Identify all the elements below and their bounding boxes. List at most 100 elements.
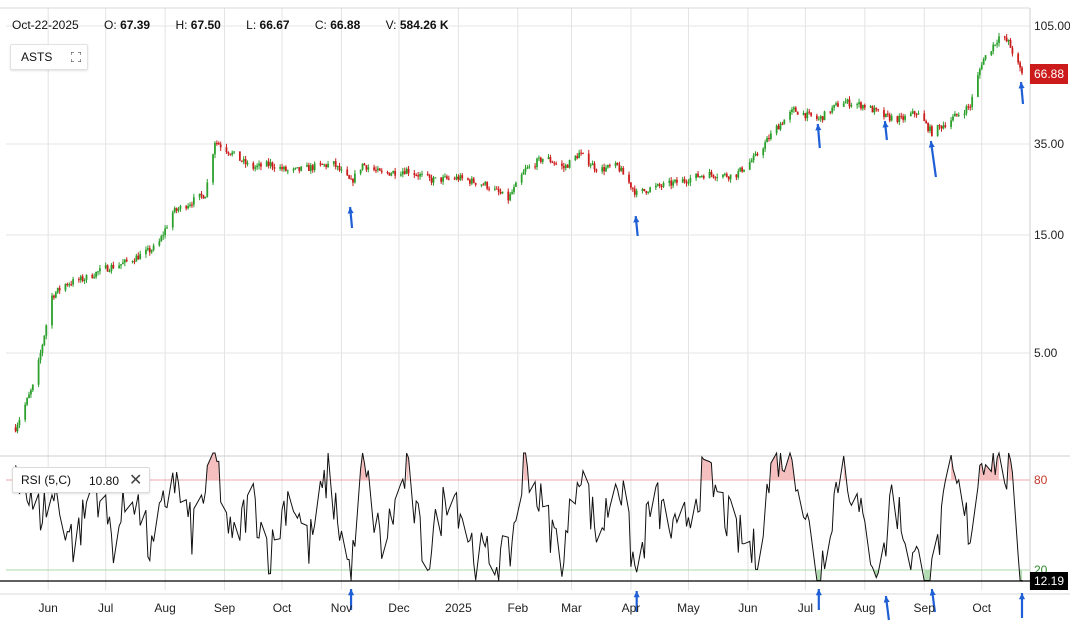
candle-body [240,160,243,162]
candle-body [1009,39,1012,48]
candle-body [888,114,891,121]
candle-body [179,206,182,210]
candle-body [735,174,738,178]
candle-body [332,161,335,164]
candle-body [938,125,941,127]
candle-body [998,36,1000,43]
candle-body [99,268,101,272]
candle-body [582,152,584,154]
x-tick-label: Aug [854,601,875,615]
candle-body [177,209,180,211]
candle-body [781,123,784,125]
candle-body [365,165,368,170]
arrow-head [815,589,822,596]
candle-body [244,159,247,165]
annotation-arrow [348,589,355,610]
candle-body [750,160,753,163]
candle-body [28,394,30,399]
candle-body [45,325,48,336]
candle-body [440,177,443,182]
candle-body [628,174,630,183]
candle-body [869,106,872,108]
candle-body [580,152,582,154]
candle-body [850,105,853,107]
candle-body [469,179,471,184]
candle-body [944,125,947,127]
candle-body [37,360,40,385]
candle-body [915,114,918,116]
candle-body [66,283,69,286]
candle-body [399,174,402,176]
rsi-last-value-tag: 12.19 [1030,572,1068,590]
candle-body [831,107,834,113]
candle-body [683,179,686,182]
rsi-legend[interactable]: RSI (5,C) 10.80 ✕ [12,467,150,493]
candle-body [714,177,717,179]
symbol-legend[interactable]: ASTS [10,44,88,70]
close-icon[interactable]: ✕ [129,472,143,489]
candle-body [246,162,249,165]
candle-body [281,167,283,170]
candle-body [306,165,308,167]
candle-body [120,264,122,266]
candle-body [902,116,905,120]
candle-body [727,176,730,180]
candle-body [488,188,490,190]
candle-body [83,279,86,281]
candle-body [963,113,966,116]
candle-body [873,107,876,113]
candle-body [294,167,297,169]
candle-body [426,173,429,176]
candle-body [148,248,151,253]
candle-body [601,167,604,172]
arrow-head [633,591,640,598]
candle-body [791,109,793,112]
candle-body [68,284,71,286]
candle-body [1021,67,1023,74]
candle-body [1003,36,1006,38]
candle-body [815,115,818,119]
ohlc-readout: Oct-22-2025 O: 67.39 H: 67.50 L: 66.67 C… [12,18,449,32]
candle-body [929,126,931,132]
oversold-fill [924,570,930,581]
x-tick-label: Feb [507,601,528,615]
expand-icon[interactable] [71,52,81,62]
candle-body [198,193,201,198]
candle-body [844,101,847,104]
candle-body [359,169,362,174]
candle-body [77,279,80,281]
candle-body [189,204,191,206]
chart-frame [0,7,1070,595]
candle-body [319,163,322,165]
candle-body [338,165,341,171]
candle-body [662,182,665,187]
candle-body [474,182,477,185]
candle-body [568,160,571,168]
candle-body [538,157,540,159]
candle-body [417,175,420,177]
candle-body [860,102,862,109]
x-tick-label: Mar [561,601,582,615]
candle-body [925,121,928,124]
candle-body [497,188,500,192]
arrow-head [633,216,640,223]
candle-body [215,142,218,144]
candle-body [152,245,155,251]
candle-body [656,184,659,186]
candle-body [658,184,661,187]
candle-body [233,151,236,153]
volume-value: 584.26 K [399,18,449,32]
candle-body [952,116,954,121]
candle-body [890,116,893,121]
candle-body [685,181,688,184]
candle-body [499,191,502,194]
candle-body [984,55,987,60]
rsi-value: 10.80 [89,474,120,488]
candle-body [909,113,912,116]
candle-body [18,419,21,426]
arrow-head [882,121,889,128]
candle-body [833,104,836,108]
candle-body [271,162,274,168]
candle-body [990,51,993,56]
